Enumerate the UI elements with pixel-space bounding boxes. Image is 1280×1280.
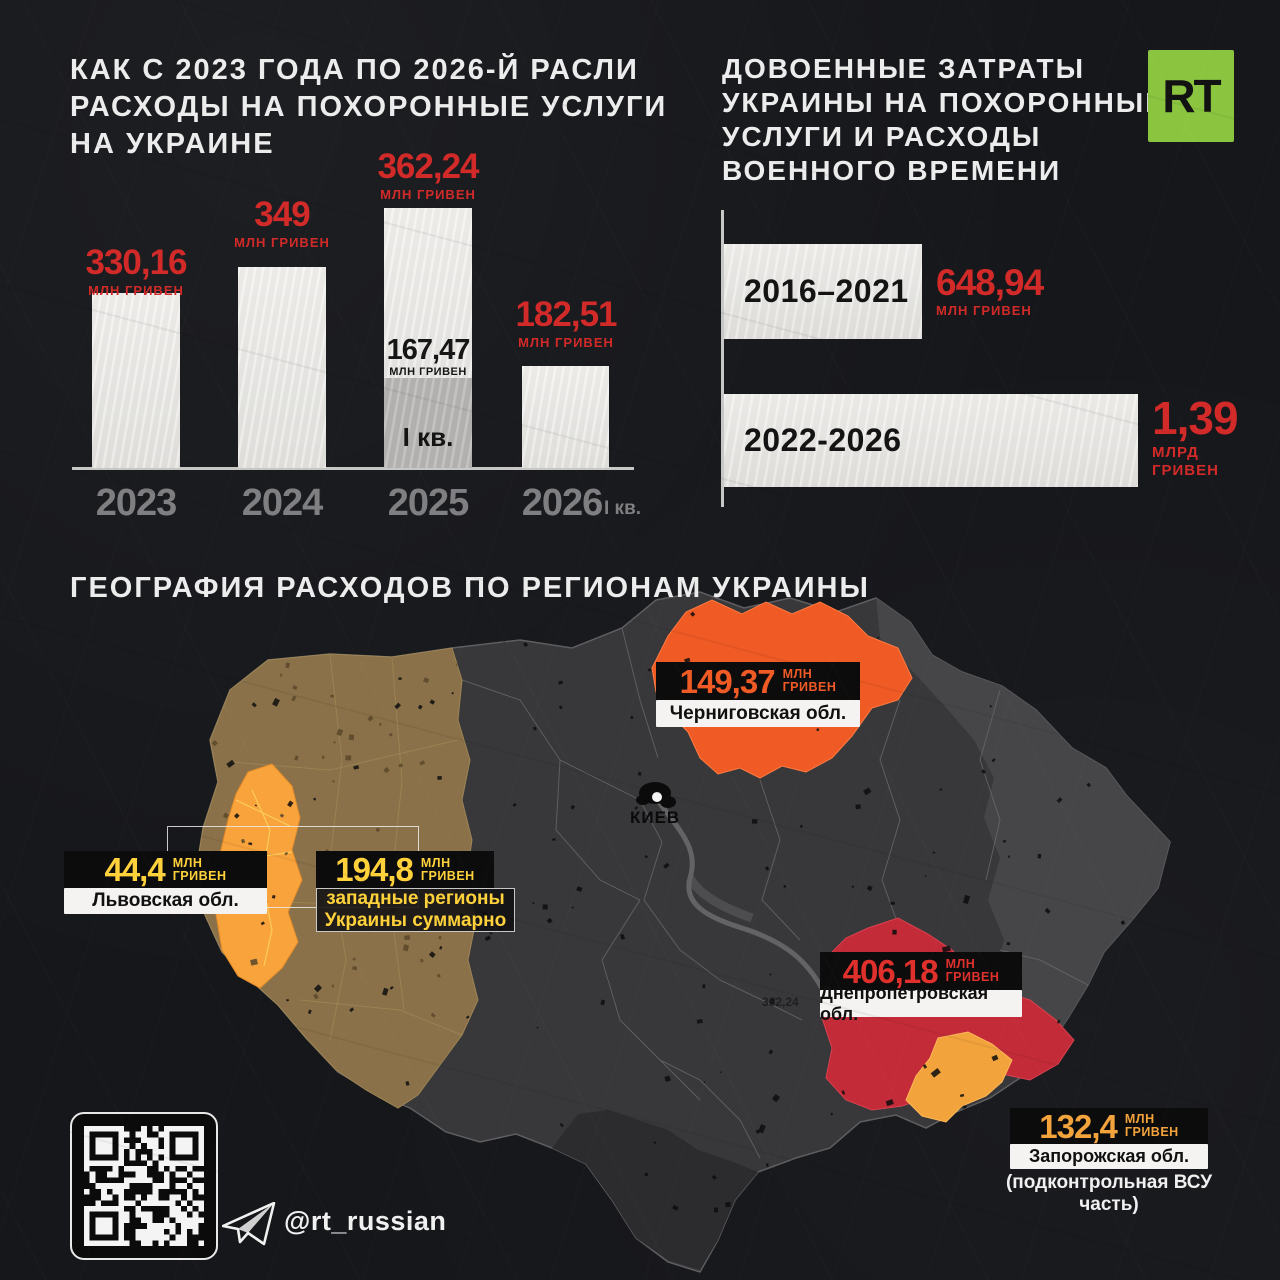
hbar-2016-2021: 2016–2021 (724, 244, 922, 339)
label-zaporizhzhia-name: Запорожская обл. (1010, 1144, 1208, 1169)
value-2016-2021-unit: МЛН ГРИВЕН (936, 303, 1032, 318)
label-west-regions: 194,8 МЛН ГРИВЕН (316, 851, 494, 888)
value-2023-number: 330,16 (85, 243, 187, 282)
value-2024-unit: МЛН ГРИВЕН (234, 235, 330, 250)
value-2025-q1-unit: МЛН ГРИВЕН (389, 366, 467, 378)
label-dnipropetrovsk-value: 406,18 (842, 952, 939, 990)
value-2024: 349 МЛН ГРИВЕН (212, 195, 352, 250)
right-chart-title-line3: УСЛУГИ И РАСХОДЫ (722, 121, 1042, 152)
value-2022-2026-unit2: ГРИВЕН (1152, 462, 1219, 479)
dnieper-river (649, 790, 827, 994)
label-zaporizhzhia-unit: МЛН ГРИВЕН (1124, 1112, 1179, 1139)
value-2016-2021-number: 648,94 (936, 262, 1044, 303)
left-chart-title: КАК С 2023 ГОДА ПО 2026-Й РАСЛИ РАСХОДЫ … (70, 52, 667, 163)
label-west-regions-value: 194,8 (335, 851, 414, 888)
telegram-handle: @rt_russian (284, 1206, 447, 1236)
right-chart-y-axis (721, 210, 724, 507)
label-west-regions-unit: МЛН ГРИВЕН (420, 855, 475, 883)
left-chart-title-line2: РАСХОДЫ НА ПОХОРОННЫЕ УСЛУГИ (70, 91, 668, 123)
value-2022-2026-unit1: МЛРД (1152, 444, 1199, 461)
bar-2026 (522, 366, 609, 468)
left-chart-x-axis (72, 467, 634, 470)
bar-2025-q1-segment (384, 378, 472, 468)
xlabel-2024: 2024 (241, 482, 324, 524)
label-chernihiv-value: 149,37 (679, 662, 776, 700)
telegram-icon (222, 1202, 276, 1246)
map-region-east (876, 598, 1170, 1078)
right-chart-title-line4: ВОЕННОГО ВРЕМЕНИ (722, 155, 1062, 186)
bar-2023 (92, 293, 180, 468)
xlabel-2026-suffix: I кв. (604, 498, 642, 519)
label-lviv-name: Львовская обл. (64, 888, 267, 914)
label-2025-q1-quarter: I кв. (402, 422, 454, 452)
kyiv-label: КИЕВ (630, 808, 681, 827)
label-lviv-unit: МЛН ГРИВЕН (172, 855, 227, 883)
label-lviv-value: 44,4 (104, 851, 165, 888)
map-title: ГЕОГРАФИЯ РАСХОДОВ ПО РЕГИОНАМ УКРАИНЫ (70, 572, 870, 604)
map-region-south (552, 1110, 758, 1270)
label-zaporizhzhia: 132,4 МЛН ГРИВЕН (1010, 1108, 1208, 1144)
label-chernihiv-unit: МЛН ГРИВЕН (782, 667, 837, 694)
bar-2024 (238, 267, 326, 468)
map-region-zaporizhzhia (905, 1031, 1013, 1123)
qr-code (70, 1112, 218, 1260)
value-2025-q1: 167,47 МЛН ГРИВЕН (384, 334, 472, 379)
value-2025: 362,24 МЛН ГРИВЕН (358, 147, 498, 202)
label-lviv: 44,4 МЛН ГРИВЕН (64, 851, 267, 888)
value-2024-number: 349 (254, 195, 310, 234)
left-chart-title-line3: НА УКРАИНЕ (70, 128, 275, 160)
value-2016-2021: 648,94 МЛН ГРИВЕН (936, 262, 1066, 318)
label-west-regions-name: западные регионы Украины суммарно (316, 888, 515, 932)
right-chart-title-line1: ДОВОЕННЫЕ ЗАТРАТЫ (722, 53, 1086, 84)
xlabel-2026: 2026 (521, 482, 604, 524)
rt-logo: RT (1148, 50, 1234, 142)
value-2023: 330,16 МЛН ГРИВЕН (66, 243, 206, 298)
label-zaporizhzhia-note: (подконтрольная ВСУ часть) (1005, 1172, 1213, 1215)
value-2026: 182,51 МЛН ГРИВЕН (496, 295, 636, 350)
value-2025-number: 362,24 (377, 147, 479, 186)
label-zaporizhzhia-value: 132,4 (1039, 1107, 1118, 1145)
right-chart-title-line2: УКРАИНЫ НА ПОХОРОННЫЕ (722, 87, 1166, 118)
hbar-2022-2026: 2022-2026 (724, 394, 1138, 487)
kyiv-marker (636, 782, 676, 808)
xlabel-2023: 2023 (95, 482, 178, 524)
map-watermark-text: 362,24 (762, 995, 799, 1009)
value-2026-number: 182,51 (515, 295, 617, 334)
value-2023-unit: МЛН ГРИВЕН (88, 283, 184, 298)
left-chart-title-line1: КАК С 2023 ГОДА ПО 2026-Й РАСЛИ (70, 54, 639, 86)
value-2025-unit: МЛН ГРИВЕН (380, 187, 476, 202)
value-2022-2026: 1,39 МЛРД ГРИВЕН (1152, 392, 1272, 479)
label-chernihiv: 149,37 МЛН ГРИВЕН (656, 662, 860, 700)
right-chart-title: ДОВОЕННЫЕ ЗАТРАТЫ УКРАИНЫ НА ПОХОРОННЫЕ … (722, 52, 1166, 188)
label-dnipropetrovsk-name: Днепропетровская обл. (820, 983, 1022, 1024)
label-dnipropetrovsk-unit: МЛН ГРИВЕН (945, 957, 1000, 984)
xlabel-2025: 2025 (387, 482, 470, 524)
value-2022-2026-number: 1,39 (1152, 392, 1239, 444)
label-dnipropetrovsk: 406,18 МЛН ГРИВЕН (820, 952, 1022, 990)
label-chernihiv-name: Черниговская обл. (656, 700, 860, 727)
value-2025-q1-number: 167,47 (386, 334, 471, 366)
value-2026-unit: МЛН ГРИВЕН (518, 335, 614, 350)
